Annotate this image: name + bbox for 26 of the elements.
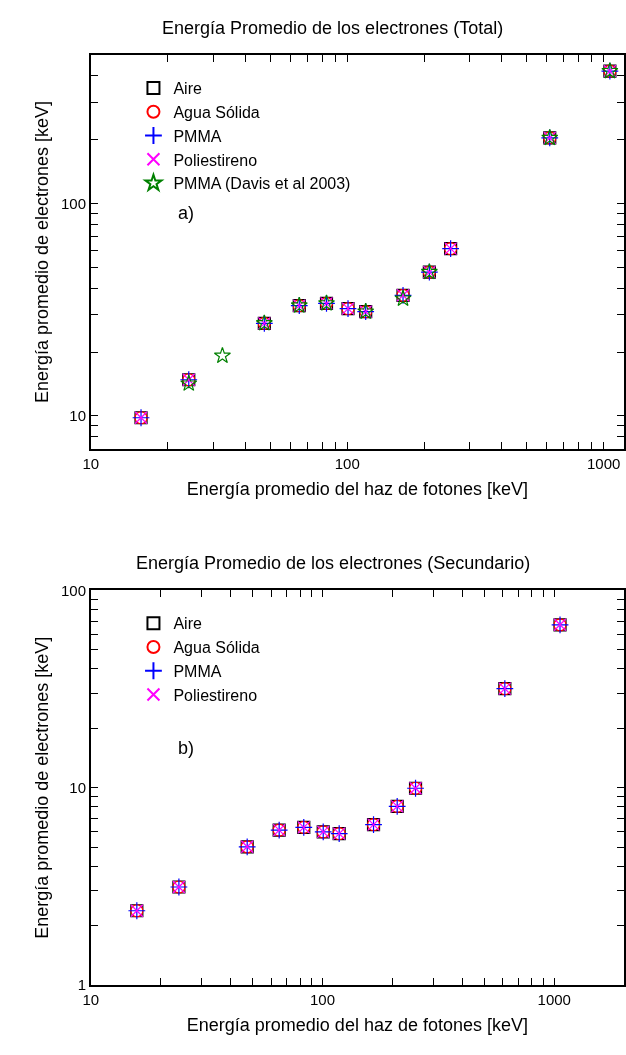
legend-label: Poliestireno xyxy=(173,151,258,169)
x-tick-label: 1000 xyxy=(587,454,621,472)
legend-label: Aire xyxy=(173,80,202,98)
y-tick-label: 100 xyxy=(61,194,87,212)
chart-title: Energía Promedio de los electrones (Total) xyxy=(162,18,504,38)
x-axis-title: Energía promedio del haz de fotones [keV] xyxy=(186,479,529,500)
legend-label: Agua Sólida xyxy=(173,103,260,121)
annotation: a) xyxy=(178,203,195,223)
chart-title: Energía Promedio de los electrones (Secundario) xyxy=(136,553,531,573)
x-tick-label: 100 xyxy=(334,454,360,472)
y-tick-label: 10 xyxy=(69,779,87,796)
y-tick-label: 100 xyxy=(61,581,87,599)
legend-label: Agua Sólida xyxy=(173,639,260,657)
y-axis-title: Energía promedio de electrones [keV] xyxy=(31,100,52,404)
y-tick-label: 10 xyxy=(69,407,87,425)
legend-label: PMMA xyxy=(173,663,222,680)
annotation: b) xyxy=(178,738,195,758)
legend-label: Aire xyxy=(173,615,202,633)
x-tick-label: 10 xyxy=(82,454,100,472)
x-tick-label: 1000 xyxy=(537,990,571,1008)
x-tick-label: 100 xyxy=(310,990,336,1008)
legend-label: PMMA xyxy=(173,127,222,145)
legend-label: Poliestireno xyxy=(173,686,258,704)
y-axis-title: Energía promedio de electrones [keV] xyxy=(31,636,52,939)
legend-label: PMMA (Davis et al 2003) xyxy=(173,175,351,193)
x-axis-title: Energía promedio del haz de fotones [keV] xyxy=(186,1015,529,1036)
